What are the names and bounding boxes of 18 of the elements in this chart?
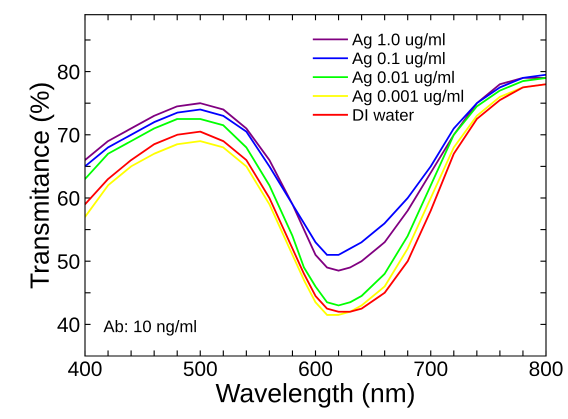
y-tick-label: 40: [57, 317, 80, 332]
y-axis-title: Transmitance (%): [30, 83, 54, 288]
legend-label: Ag 1.0 ug/ml: [352, 33, 445, 49]
annotation: Ab: 10 ng/ml: [103, 320, 196, 336]
y-tick-label: 80: [58, 64, 80, 80]
x-tick-label: 600: [299, 361, 332, 376]
y-tick-label: 50: [58, 254, 80, 269]
x-tick-label: 500: [184, 361, 217, 376]
legend-label: Ag 0.01 ug/ml: [352, 70, 454, 86]
legend-label: Ag 0.1 ug/ml: [352, 52, 445, 68]
x-axis-title: Wavelength (nm): [216, 383, 414, 408]
y-tick-label: 60: [58, 190, 80, 206]
legend-label: Ag 0.001 ug/ml: [352, 90, 464, 106]
x-tick-label: 800: [530, 361, 563, 376]
x-tick-label: 400: [68, 361, 102, 376]
y-tick-label: 70: [58, 128, 80, 143]
x-tick-label: 700: [414, 361, 448, 376]
legend-label: DI water: [353, 109, 414, 121]
